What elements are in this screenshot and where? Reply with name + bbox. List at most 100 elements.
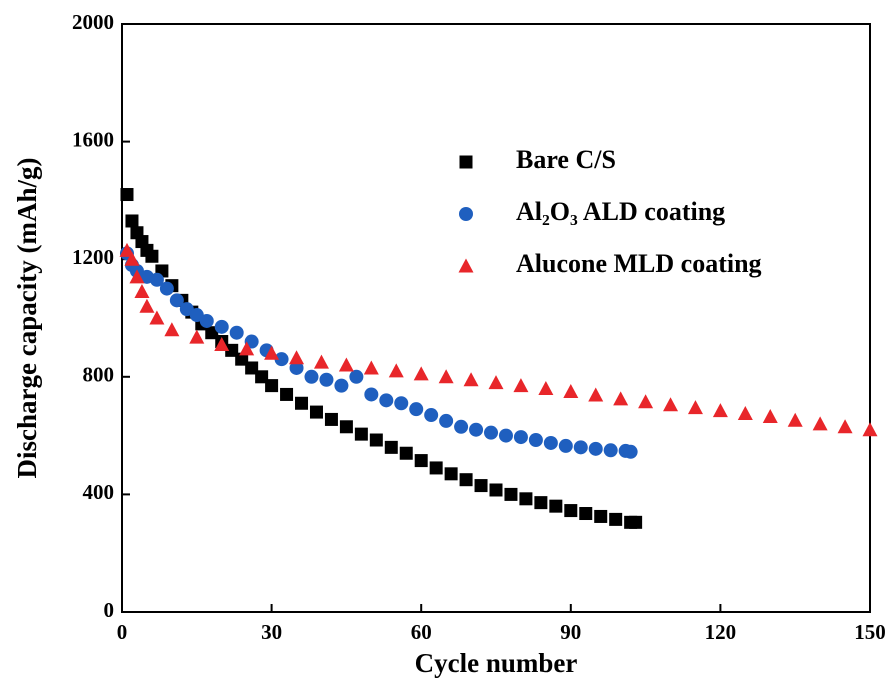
data-point <box>588 387 604 402</box>
data-point <box>812 416 828 431</box>
x-axis-label: Cycle number <box>415 648 578 678</box>
data-point <box>139 298 155 313</box>
data-point <box>339 420 353 434</box>
data-point <box>274 352 289 367</box>
data-point <box>787 412 803 427</box>
data-point <box>145 249 159 263</box>
data-point <box>563 384 579 398</box>
legend-marker <box>458 258 474 273</box>
y-tick-label: 0 <box>104 598 115 622</box>
data-point <box>289 360 304 375</box>
data-point <box>264 345 280 360</box>
data-point <box>364 387 379 402</box>
data-point <box>159 281 174 296</box>
data-point <box>295 396 309 410</box>
data-point <box>579 507 593 521</box>
data-point <box>349 369 364 384</box>
data-point <box>125 214 139 228</box>
data-point <box>384 440 398 454</box>
data-point <box>129 269 145 284</box>
data-point <box>712 403 728 418</box>
plot-frame <box>121 23 871 613</box>
data-point <box>149 310 165 325</box>
data-point <box>594 509 608 523</box>
data-point <box>629 515 643 529</box>
data-point <box>459 473 473 487</box>
data-point <box>229 325 244 340</box>
legend-label: Al₂O₃ ALD coating <box>516 197 725 226</box>
data-point <box>313 354 329 369</box>
data-point <box>394 396 409 411</box>
data-point <box>663 397 679 412</box>
data-point <box>488 375 504 390</box>
data-point <box>199 313 214 328</box>
data-point <box>463 372 479 387</box>
data-point <box>319 372 334 387</box>
data-point <box>549 499 563 513</box>
data-point <box>338 357 354 372</box>
data-point <box>363 360 379 375</box>
data-point <box>538 381 554 396</box>
data-point <box>687 400 703 415</box>
data-point <box>245 361 259 375</box>
legend-label: Bare C/S <box>516 145 616 174</box>
data-point <box>762 408 778 423</box>
x-tick-label: 0 <box>117 620 128 644</box>
x-tick-label: 30 <box>261 620 282 644</box>
data-point <box>289 350 305 365</box>
data-point <box>513 378 529 393</box>
data-point <box>280 387 294 401</box>
data-point <box>235 352 249 366</box>
data-point <box>124 251 140 266</box>
legend-label: Alucone MLD coating <box>516 249 762 278</box>
data-point <box>484 425 499 440</box>
y-axis-label: Discharge capacity (mAh/g) <box>12 158 42 479</box>
data-point <box>444 467 458 481</box>
data-point <box>609 512 623 526</box>
data-point <box>837 419 853 434</box>
data-point <box>265 379 279 393</box>
x-tick-label: 120 <box>705 620 737 644</box>
y-tick-label: 800 <box>83 363 115 387</box>
x-tick-label: 60 <box>411 620 432 644</box>
data-point <box>429 461 443 475</box>
data-point <box>409 402 424 417</box>
data-point <box>638 394 654 409</box>
data-point <box>255 370 269 384</box>
data-point <box>164 322 180 337</box>
data-point <box>543 435 558 450</box>
data-point <box>149 272 164 287</box>
data-point <box>189 329 205 344</box>
data-point <box>469 422 484 437</box>
data-point <box>528 433 543 448</box>
data-point <box>399 446 413 460</box>
data-point <box>513 430 528 445</box>
data-point <box>564 504 578 518</box>
data-point <box>737 406 753 421</box>
data-point <box>439 413 454 428</box>
data-point <box>354 427 368 441</box>
data-point <box>304 369 319 384</box>
data-point <box>534 496 548 510</box>
data-point <box>573 440 588 455</box>
data-point <box>603 443 618 458</box>
data-point <box>214 319 229 334</box>
data-point <box>414 454 428 468</box>
x-tick-label: 150 <box>854 620 886 644</box>
data-point <box>489 483 503 497</box>
data-point <box>379 393 394 408</box>
y-tick-label: 1200 <box>72 245 114 269</box>
data-point <box>309 405 323 419</box>
y-tick-label: 2000 <box>72 10 114 34</box>
data-point <box>225 343 239 357</box>
legend-marker <box>459 155 473 169</box>
data-point <box>413 366 429 381</box>
data-point <box>369 433 383 447</box>
data-point <box>519 492 533 506</box>
data-point <box>134 284 150 299</box>
data-point <box>438 369 454 384</box>
y-tick-label: 1600 <box>72 127 114 151</box>
data-point <box>324 412 338 426</box>
data-point <box>169 293 184 308</box>
data-point <box>120 188 134 202</box>
